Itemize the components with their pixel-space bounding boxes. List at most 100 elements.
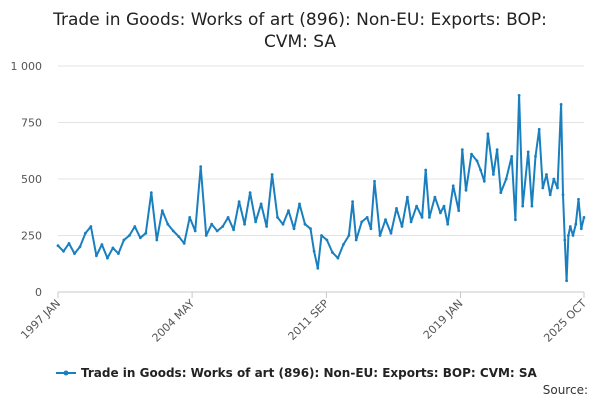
data-point[interactable] [517,94,521,97]
data-point[interactable] [144,231,148,235]
data-point[interactable] [378,234,382,237]
data-point[interactable] [276,216,279,219]
data-point[interactable] [556,186,559,190]
data-point[interactable] [486,132,490,136]
data-point[interactable] [342,243,345,246]
data-point[interactable] [479,168,482,172]
data-point[interactable] [530,204,534,208]
data-point[interactable] [464,188,468,192]
data-point[interactable] [215,229,219,233]
data-point[interactable] [320,234,323,237]
data-point[interactable] [495,148,499,152]
data-point[interactable] [133,225,137,228]
data-point[interactable] [545,173,548,176]
data-point[interactable] [127,234,131,237]
data-point[interactable] [331,251,334,254]
data-point[interactable] [232,228,236,232]
data-point[interactable] [360,220,364,224]
data-point[interactable] [568,225,572,228]
data-point[interactable] [428,216,431,219]
data-point[interactable] [78,245,82,249]
data-point[interactable] [563,238,567,242]
data-point[interactable] [384,218,387,222]
data-point[interactable] [89,225,93,228]
data-point[interactable] [451,184,455,188]
data-point[interactable] [155,238,159,242]
data-point[interactable] [365,216,369,219]
data-point[interactable] [265,225,268,228]
data-point[interactable] [433,195,437,199]
data-point[interactable] [270,173,274,176]
data-point[interactable] [574,222,578,226]
data-point[interactable] [514,218,517,222]
data-point[interactable] [565,279,568,283]
data-point[interactable] [226,216,230,219]
data-point[interactable] [526,150,530,154]
data-point[interactable] [534,155,537,158]
data-point[interactable] [281,222,285,226]
data-point[interactable] [177,235,181,239]
data-point[interactable] [106,256,109,260]
data-point[interactable] [561,193,565,197]
data-point[interactable] [470,152,473,156]
data-point[interactable] [400,225,404,228]
data-point[interactable] [149,191,153,195]
data-point[interactable] [56,244,60,248]
data-point[interactable] [210,222,214,226]
data-point[interactable] [193,229,197,233]
data-point[interactable] [204,234,208,237]
data-point[interactable] [62,249,65,253]
data-point[interactable] [504,177,508,181]
data-point[interactable] [439,211,442,215]
data-point[interactable] [312,249,316,253]
data-point[interactable] [420,216,424,219]
data-point[interactable] [199,165,203,169]
data-point[interactable] [395,207,398,210]
data-point[interactable] [171,229,175,233]
data-point[interactable] [521,204,525,208]
data-point[interactable] [67,242,71,245]
data-point[interactable] [571,234,575,237]
data-point[interactable] [303,222,307,226]
data-point[interactable] [138,236,142,240]
data-point[interactable] [567,234,570,237]
data-point[interactable] [254,220,257,224]
data-point[interactable] [84,231,87,235]
data-point[interactable] [482,179,486,183]
data-point[interactable] [442,204,446,208]
legend[interactable]: Trade in Goods: Works of art (896): Non-… [56,366,538,380]
data-point[interactable] [582,216,586,219]
data-point[interactable] [95,254,98,258]
data-point[interactable] [248,191,252,195]
data-point[interactable] [424,168,428,172]
data-point[interactable] [389,231,393,235]
data-point[interactable] [166,222,170,226]
data-point[interactable] [475,159,479,163]
data-point[interactable] [325,238,329,242]
data-point[interactable] [309,227,312,231]
data-point[interactable] [122,238,126,242]
data-point[interactable] [492,173,495,176]
data-point[interactable] [298,202,301,206]
data-point[interactable] [73,252,76,256]
data-point[interactable] [548,193,552,197]
data-point[interactable] [347,234,351,237]
data-point[interactable] [292,227,296,231]
data-point[interactable] [559,103,563,106]
data-point[interactable] [541,186,545,190]
data-point[interactable] [100,243,104,246]
data-point[interactable] [243,222,247,226]
data-point[interactable] [188,216,192,219]
data-point[interactable] [552,177,556,181]
data-point[interactable] [221,225,225,228]
data-point[interactable] [287,209,290,213]
data-point[interactable] [373,179,376,183]
data-point[interactable] [446,222,450,226]
data-point[interactable] [415,204,418,208]
data-point[interactable] [111,246,115,250]
data-point[interactable] [510,155,514,158]
data-point[interactable] [369,227,373,231]
data-point[interactable] [460,148,464,152]
data-point[interactable] [457,209,461,213]
data-point[interactable] [160,209,164,213]
